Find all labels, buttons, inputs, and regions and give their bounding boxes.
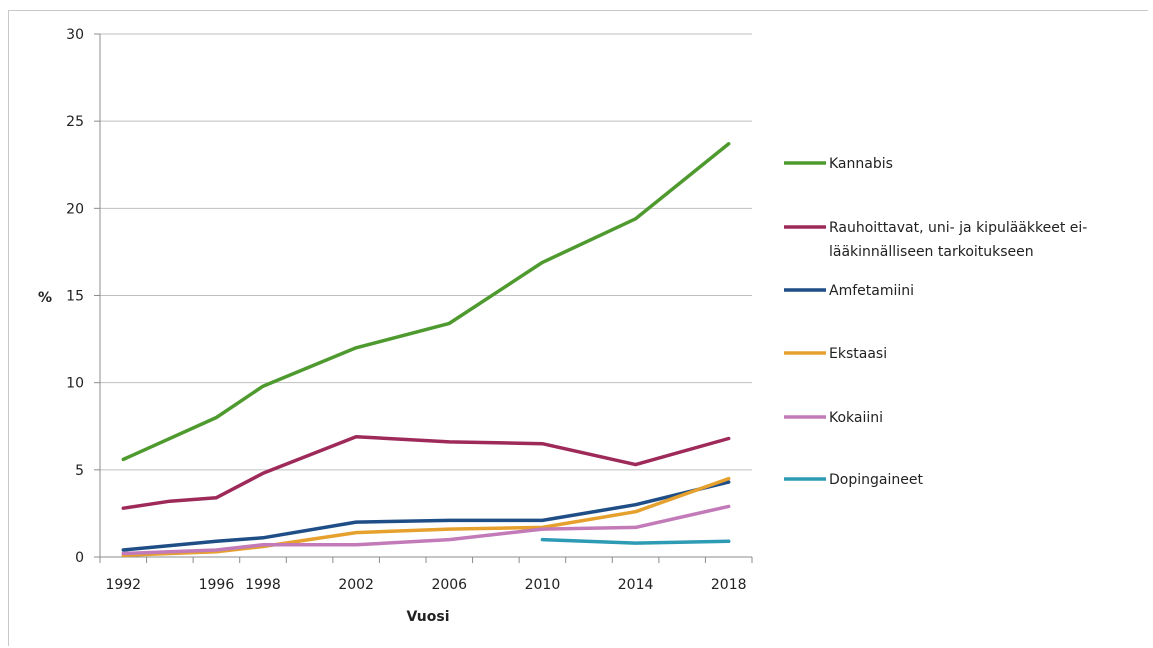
legend-label-rauhoittavat-line-1: Rauhoittavat, uni- ja kipulääkkeet ei- [829,220,1087,236]
y-tick-label-20: 20 [66,201,84,217]
x-tick-label-2010: 2010 [525,577,561,593]
y-axis-title: % [38,290,52,306]
x-axis-title: Vuosi [406,609,449,625]
x-tick-label-2014: 2014 [618,577,654,593]
x-tick-label-2002: 2002 [338,577,374,593]
series-line-ekstaasi [121,476,731,558]
legend-item-kokaiini: Kokaiini [784,410,883,426]
legend-item-dopingaineet: Dopingaineet [784,472,923,488]
y-tick-label-10: 10 [66,376,84,392]
series-line-kokaiini [121,504,731,556]
series-line-amfetamiini [121,480,731,552]
x-tick-label-2006: 2006 [431,577,467,593]
series-line-rauhoittavat [121,434,731,510]
legend-label-amfetamiini: Amfetamiini [829,283,914,299]
legend-item-amfetamiini: Amfetamiini [784,283,914,299]
series-line-kannabis [121,142,731,462]
chart-frame [8,10,1148,646]
y-tick-label-30: 30 [66,27,84,43]
legend-label-ekstaasi: Ekstaasi [829,346,887,362]
series-lines [121,142,731,558]
legend-label-rauhoittavat-line-2: lääkinnälliseen tarkoitukseen [829,244,1034,260]
y-tick-label-0: 0 [75,550,84,566]
y-tick-label-15: 15 [66,289,84,305]
series-line-dopingaineet [540,537,731,545]
axes: 0 5 10 15 20 25 30 1992 1996 1998 2002 2006 2010 2014… [66,27,753,593]
legend-item-rauhoittavat: Rauhoittavat, uni- ja kipulääkkeet ei-lä… [784,220,1087,260]
legend-item-kannabis: Kannabis [784,156,893,172]
legend: Kannabis Rauhoittavat, uni- ja kipulääkke… [784,156,1087,488]
gridlines [100,33,752,471]
legend-label-kannabis: Kannabis [829,156,893,172]
y-tick-label-5: 5 [75,463,84,479]
legend-label-dopingaineet: Dopingaineet [829,472,923,488]
x-tick-label-1992: 1992 [105,577,141,593]
x-tick-label-2018: 2018 [711,577,747,593]
y-tick-label-25: 25 [66,114,84,130]
legend-item-ekstaasi: Ekstaasi [784,346,887,362]
x-tick-label-1998: 1998 [245,577,281,593]
x-tick-label-1996: 1996 [199,577,235,593]
legend-label-kokaiini: Kokaiini [829,410,883,426]
